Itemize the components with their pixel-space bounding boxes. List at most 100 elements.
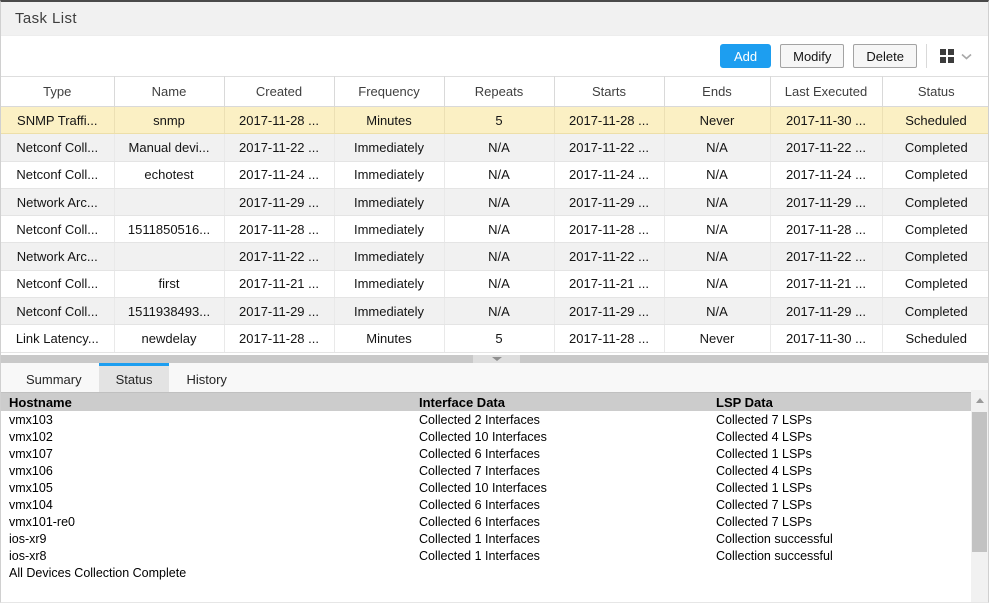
task-cell: 2017-11-28 ...: [554, 215, 665, 244]
layout-menu-button[interactable]: [933, 44, 979, 68]
task-cell: newdelay: [114, 324, 225, 353]
status-cell: Collected 2 Interfaces: [419, 412, 540, 427]
scroll-up-button[interactable]: [971, 390, 988, 410]
task-cell: 2017-11-22 ...: [224, 133, 335, 162]
task-cell: 2017-11-21 ...: [554, 270, 665, 299]
column-header-repeats[interactable]: Repeats: [444, 76, 555, 107]
task-cell: Completed: [882, 270, 988, 299]
column-header-type[interactable]: Type: [1, 76, 115, 107]
task-row[interactable]: Link Latency... newdelay 2017-11-28 ... Min…: [1, 324, 988, 353]
task-cell: 2017-11-30 ...: [770, 324, 883, 353]
status-row[interactable]: vmx103 Collected 2 Interfaces Collected 7 …: [1, 411, 973, 428]
column-header-ends[interactable]: Ends: [664, 76, 771, 107]
task-cell: Scheduled: [882, 324, 988, 353]
status-row[interactable]: vmx107 Collected 6 Interfaces Collected 1 …: [1, 445, 973, 462]
status-column-header-hostname: Hostname: [1, 392, 411, 411]
delete-button[interactable]: Delete: [853, 44, 917, 68]
task-cell: 2017-11-24 ...: [224, 161, 335, 189]
task-cell: N/A: [664, 297, 771, 326]
splitter-collapse-button[interactable]: [473, 355, 520, 363]
task-cell: snmp: [114, 106, 225, 135]
task-cell: 2017-11-28 ...: [224, 106, 335, 135]
status-row[interactable]: vmx102 Collected 10 Interfaces Collected 4…: [1, 428, 973, 445]
status-panel: Hostname Interface Data LSP Data vmx103 Col…: [1, 392, 988, 602]
status-cell: ios-xr8: [9, 548, 47, 563]
task-cell: Minutes: [334, 106, 445, 135]
status-cell: vmx106: [9, 463, 53, 478]
task-cell: 2017-11-24 ...: [554, 161, 665, 189]
task-cell: 2017-11-29 ...: [224, 297, 335, 326]
tab-history[interactable]: History: [186, 371, 227, 387]
task-cell: Immediately: [334, 161, 445, 189]
task-row[interactable]: SNMP Traffi... snmp 2017-11-28 ... Minutes 5…: [1, 106, 988, 135]
tab-summary[interactable]: Summary: [26, 371, 82, 387]
task-row[interactable]: Netconf Coll... first 2017-11-21 ... Immedi…: [1, 270, 988, 299]
task-cell: first: [114, 270, 225, 299]
grid-icon: [940, 49, 954, 63]
task-row[interactable]: Network Arc... 2017-11-22 ... Immediately N…: [1, 242, 988, 271]
task-cell: N/A: [664, 270, 771, 299]
task-row[interactable]: Netconf Coll... Manual devi... 2017-11-22 …: [1, 133, 988, 162]
status-row[interactable]: vmx105 Collected 10 Interfaces Collected 1…: [1, 479, 973, 496]
status-footer: All Devices Collection Complete: [9, 565, 187, 580]
status-row[interactable]: vmx101-re0 Collected 6 Interfaces Collecte…: [1, 513, 973, 530]
task-cell: SNMP Traffi...: [1, 106, 115, 135]
tab-status[interactable]: Status: [98, 363, 170, 392]
column-header-frequency[interactable]: Frequency: [334, 76, 445, 107]
task-row[interactable]: Netconf Coll... 1511938493... 2017-11-29 .…: [1, 297, 988, 326]
task-cell: Immediately: [334, 270, 445, 299]
task-cell: 2017-11-22 ...: [224, 242, 335, 271]
status-cell: Collected 7 LSPs: [716, 497, 812, 512]
task-cell: 2017-11-22 ...: [770, 242, 883, 271]
column-header-starts[interactable]: Starts: [554, 76, 665, 107]
task-cell: Netconf Coll...: [1, 270, 115, 299]
task-cell: N/A: [444, 270, 555, 299]
scrollbar-thumb[interactable]: [972, 412, 987, 552]
panel-title: Task List: [15, 10, 77, 27]
vertical-scrollbar[interactable]: [971, 390, 988, 602]
task-cell: N/A: [444, 188, 555, 217]
status-cell: Collection successful: [716, 531, 833, 546]
column-header-status[interactable]: Status: [882, 76, 988, 107]
column-header-last-executed[interactable]: Last Executed: [770, 76, 883, 107]
modify-button[interactable]: Modify: [780, 44, 845, 68]
status-row[interactable]: vmx104 Collected 6 Interfaces Collected 7 …: [1, 496, 973, 513]
task-cell: Completed: [882, 215, 988, 244]
status-cell: Collected 4 LSPs: [716, 429, 812, 444]
status-row[interactable]: ios-xr8 Collected 1 Interfaces Collection …: [1, 547, 973, 564]
status-row[interactable]: ios-xr9 Collected 1 Interfaces Collection …: [1, 530, 973, 547]
task-cell: Immediately: [334, 215, 445, 244]
status-table-header-row: Hostname Interface Data LSP Data: [1, 392, 973, 411]
task-cell: Completed: [882, 242, 988, 271]
column-header-created[interactable]: Created: [224, 76, 335, 107]
task-cell: 2017-11-21 ...: [224, 270, 335, 299]
task-cell: 2017-11-29 ...: [770, 188, 883, 217]
task-row[interactable]: Netconf Coll... echotest 2017-11-24 ... Imm…: [1, 161, 988, 189]
task-cell: N/A: [444, 133, 555, 162]
task-cell: 1511938493...: [114, 297, 225, 326]
task-cell: Completed: [882, 133, 988, 162]
task-cell: 2017-11-28 ...: [554, 106, 665, 135]
task-row[interactable]: Network Arc... 2017-11-29 ... Immediately N…: [1, 188, 988, 217]
task-cell: N/A: [664, 215, 771, 244]
task-cell: 2017-11-24 ...: [770, 161, 883, 189]
status-cell: Collected 10 Interfaces: [419, 429, 547, 444]
status-row[interactable]: vmx106 Collected 7 Interfaces Collected 4 …: [1, 462, 973, 479]
task-cell: [114, 242, 225, 271]
add-button[interactable]: Add: [719, 44, 772, 68]
task-cell: Never: [664, 324, 771, 353]
task-row[interactable]: Netconf Coll... 1511850516... 2017-11-28 .…: [1, 215, 988, 244]
status-table: Hostname Interface Data LSP Data vmx103 Col…: [1, 392, 973, 581]
status-cell: Collected 7 LSPs: [716, 514, 812, 529]
column-header-name[interactable]: Name: [114, 76, 225, 107]
status-cell: Collected 1 Interfaces: [419, 531, 540, 546]
task-cell: Manual devi...: [114, 133, 225, 162]
task-cell: 1511850516...: [114, 215, 225, 244]
task-cell: Netconf Coll...: [1, 161, 115, 189]
status-cell: Collected 6 Interfaces: [419, 446, 540, 461]
panel-splitter[interactable]: [1, 355, 988, 363]
task-cell: N/A: [444, 297, 555, 326]
status-cell: Collected 7 Interfaces: [419, 463, 540, 478]
task-cell: 2017-11-21 ...: [770, 270, 883, 299]
task-cell: Network Arc...: [1, 242, 115, 271]
